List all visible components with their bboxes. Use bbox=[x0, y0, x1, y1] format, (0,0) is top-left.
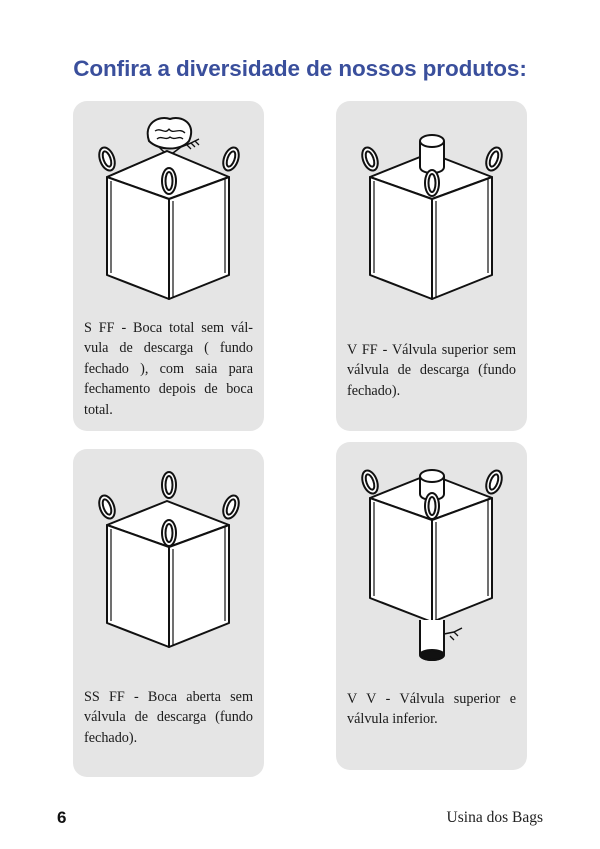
product-card-vv: V V - Válvula superior e válvula inferio… bbox=[336, 442, 527, 770]
product-card-sff: S FF - Boca total sem vál-vula de descar… bbox=[73, 101, 264, 431]
bag-open-top-icon bbox=[98, 471, 240, 648]
product-description: V V - Válvula superior e válvula inferio… bbox=[347, 691, 516, 728]
product-card-vff: V FF - Válvula superior sem válvula de d… bbox=[336, 101, 527, 431]
bag-open-top-skirt-icon bbox=[98, 117, 240, 300]
product-description: S FF - Boca total sem vál-vula de descar… bbox=[84, 320, 253, 418]
page-number: 6 bbox=[57, 808, 67, 827]
product-card-ssff: SS FF - Boca aberta sem válvula de desca… bbox=[73, 449, 264, 777]
footer-brand: Usina dos Bags bbox=[446, 809, 543, 826]
product-description: SS FF - Boca aberta sem válvula de desca… bbox=[84, 689, 253, 746]
page-title: Confira a diversidade de nossos produtos… bbox=[73, 56, 527, 81]
product-description: V FF - Válvula superior sem válvula de d… bbox=[347, 342, 516, 399]
bag-top-bottom-valve-icon bbox=[361, 469, 503, 661]
bag-top-valve-icon bbox=[361, 134, 503, 300]
